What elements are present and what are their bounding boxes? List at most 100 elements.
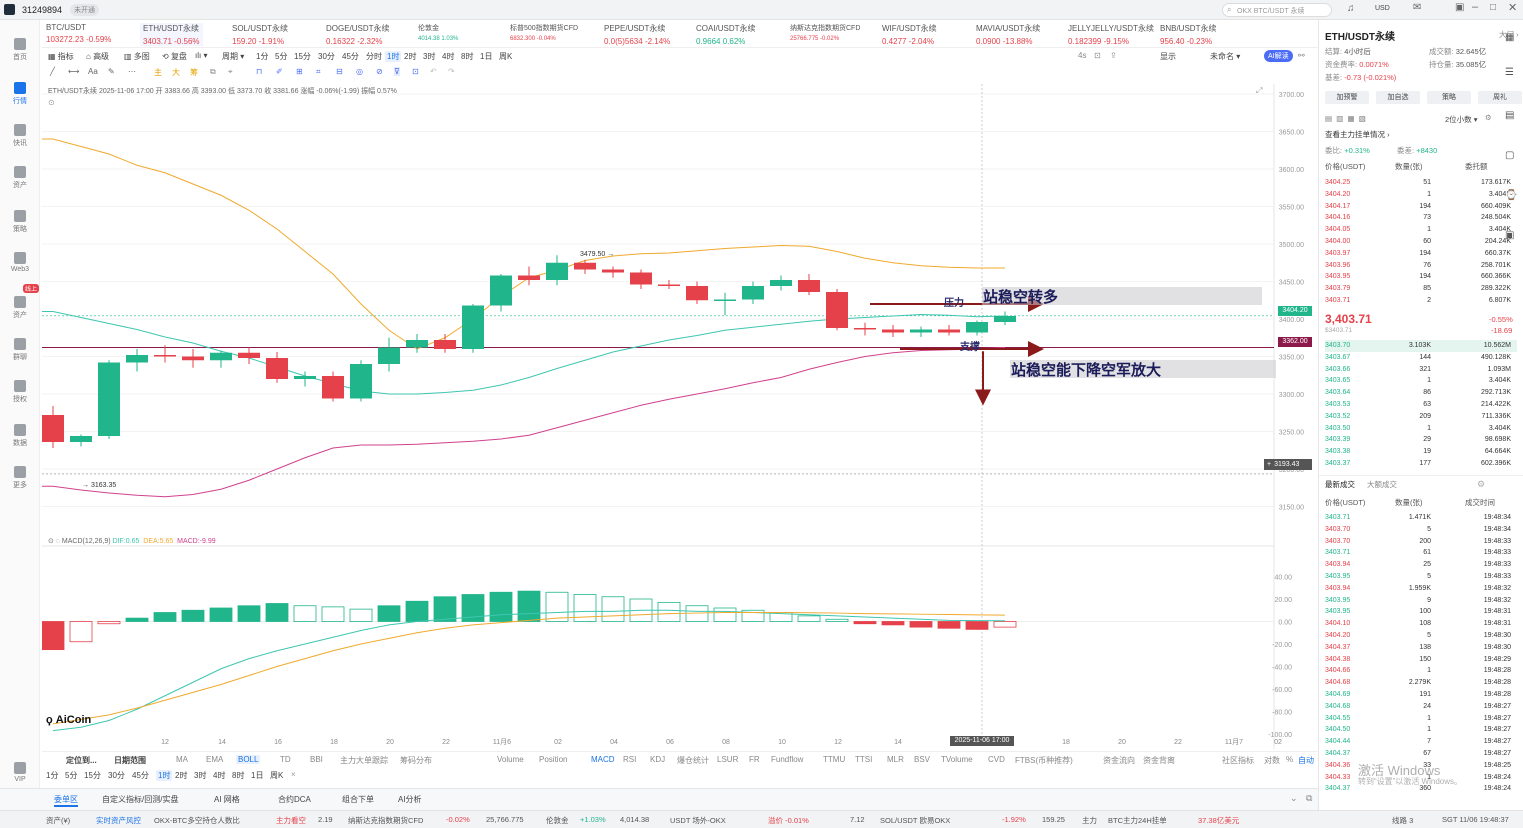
action-button-1[interactable]: 加自选 [1376,91,1420,104]
sub-indicator-4[interactable]: KDJ [650,755,666,764]
sub-indicator-3[interactable]: RSI [623,755,637,764]
ask-row[interactable]: 3404.25 51 173.617K [1325,177,1517,189]
indicator-button[interactable]: ▦ 指标 [48,52,74,61]
period-10[interactable]: 8时 [461,52,474,61]
ask-row[interactable]: 3403.95 194 660.366K [1325,271,1517,283]
book-view-icon[interactable]: ▤ ▥ ▦ ▧ [1325,114,1366,123]
expand-icon[interactable]: 大门 › [1499,30,1519,39]
nav-item-2[interactable]: 快讯 [0,124,40,148]
network-icon[interactable]: ⚯ [1298,51,1305,60]
bell-icon[interactable]: ♫ [1347,3,1355,14]
more-tools-icon[interactable]: ⋯ [128,67,136,76]
ticker-12[interactable]: BNB/USDT永续 956.40 -0.23% [1160,23,1216,46]
sub-indicator-17[interactable]: 资金背离 [1143,756,1175,765]
ask-row[interactable]: 3403.71 2 6.807K [1325,295,1517,307]
chart-svg[interactable]: 3700.00 3650.00 3600.00 3550.00 3500.00 3450.… [42,84,1312,749]
period-5[interactable]: 分时 [366,52,382,61]
bottom-period-7[interactable]: 3时 [194,771,207,780]
sub-indicator-7[interactable]: FR [749,755,760,764]
bottom-period-9[interactable]: 8时 [232,771,245,780]
popout-icon[interactable]: ⧉ [1306,793,1313,803]
trash-icon[interactable]: ⊡ [412,67,419,76]
replay-button[interactable]: ⟲ 复盘 [162,52,187,61]
nav-item-11[interactable]: VIP [0,762,40,783]
bid-row[interactable]: 3403.52 209 711.336K [1325,411,1517,423]
bid-row[interactable]: 3403.39 29 98.698K [1325,434,1517,446]
period-4[interactable]: 45分 [342,52,359,61]
order-tab-0[interactable]: 委单区 [54,794,78,807]
bid-row[interactable]: 3403.65 1 3.404K [1325,375,1517,387]
alarm-icon[interactable]: ⌚ [1505,190,1518,201]
eye-icon[interactable]: ◎ [356,67,363,76]
sub-indicator-16[interactable]: 资金流向 [1103,756,1135,765]
minimize-icon[interactable]: – [1472,1,1479,13]
nav-item-3[interactable]: 资产 [0,166,40,190]
log-scale-button[interactable]: 对数 [1264,756,1280,765]
ticker-7[interactable]: COAI/USDT永续 0.9664 0.62% [696,23,756,46]
redo-icon[interactable]: ↷ [448,67,455,76]
chat-icon[interactable]: ▢ [1505,150,1515,161]
undo-icon[interactable]: ↶ [430,67,437,76]
bottom-period-0[interactable]: 1分 [46,771,59,780]
period-9[interactable]: 4时 [442,52,455,61]
display-button[interactable]: 显示 [1160,52,1176,61]
ob-header-2[interactable]: 委托额 [1465,162,1488,171]
link-icon[interactable]: ⊘ [376,67,383,76]
main-indicator-4[interactable]: BBI [310,755,323,764]
ask-row[interactable]: 3404.00 60 204.24K [1325,236,1517,248]
nav-item-5[interactable]: Web3 [0,252,40,273]
bid-row[interactable]: 3403.66 321 1.093M [1325,364,1517,376]
chart-type-button[interactable]: ılı ▾ [195,51,208,60]
main-indicator-1[interactable]: EMA [206,755,224,764]
main-force-icon[interactable]: 主 [154,68,162,77]
advanced-button[interactable]: ⌂ 高级 [86,52,110,61]
trades-tab-0[interactable]: 最新成交 [1325,480,1355,489]
account-status[interactable]: 未开通 [70,4,99,16]
search-input[interactable]: ⌕ OKX BTC/USDT 永续 [1222,3,1332,17]
bottom-period-2[interactable]: 15分 [84,771,101,780]
ask-row[interactable]: 3404.17 194 660.409K [1325,201,1517,213]
ask-row[interactable]: 3403.97 194 660.37K [1325,248,1517,260]
status-item-1[interactable]: 实时资产风控 [96,816,141,825]
bid-row[interactable]: 3403.67 144 490.128K [1325,352,1517,364]
nav-item-6[interactable]: 资产 [0,296,40,320]
ask-row[interactable]: 3404.05 1 3.404K [1325,224,1517,236]
nav-item-8[interactable]: 授权 [0,380,40,404]
ticker-5[interactable]: 标普500指数期货CFD 6832.300 -0.04% [510,23,578,42]
chart-area[interactable]: 3700.00 3650.00 3600.00 3550.00 3500.00 3450.… [42,84,1312,749]
sub-indicator-13[interactable]: TVolume [941,755,973,764]
depth-select[interactable]: 2位小数 ▾ [1445,115,1478,124]
sub-indicator-0[interactable]: Volume [497,755,524,764]
sub-indicator-6[interactable]: LSUR [717,755,739,764]
period-2[interactable]: 15分 [294,52,311,61]
collapse-panel-icon[interactable]: ⌄ [1290,793,1298,803]
measure-icon[interactable]: ⌖ [228,67,233,76]
sub-indicator-12[interactable]: BSV [914,755,931,764]
ticker-10[interactable]: MAVIA/USDT永续 0.0900 -13.88% [976,23,1040,46]
ticker-3[interactable]: DOGE/USDT永续 0.16322 -2.32% [326,23,390,46]
bottom-period-1[interactable]: 5分 [65,771,78,780]
nav-item-4[interactable]: 策略 [0,210,40,234]
period-8[interactable]: 3时 [423,52,436,61]
sub-indicator-11[interactable]: MLR [887,755,904,764]
trades-header-1[interactable]: 数量(张) [1395,498,1423,507]
fullscreen-icon[interactable]: ⤢ [1256,86,1263,95]
ticker-8[interactable]: 纳斯达克指数期货CFD 25766.775 -0.02% [790,23,860,42]
bid-row[interactable]: 3403.37 177 602.396K [1325,458,1517,470]
ticker-2[interactable]: SOL/USDT永续 159.20 -1.91% [232,23,288,46]
close-periods-icon[interactable]: × [291,770,296,779]
date-range-button[interactable]: 日期范围 [114,756,146,765]
collapse-icon[interactable]: ⊙ [48,98,55,107]
bid-row[interactable]: 3403.64 86 292.713K [1325,387,1517,399]
trades-settings-icon[interactable]: ⚙ [1477,479,1486,489]
bottom-period-5[interactable]: 1时 [156,770,173,781]
mail-icon[interactable]: ✉ [1413,2,1422,13]
percent-button[interactable]: % [1286,755,1294,764]
sub-indicator-2[interactable]: MACD [591,755,615,764]
ob-header-1[interactable]: 数量(张) [1395,162,1423,171]
currency-select[interactable]: USD [1375,5,1390,12]
large-order-icon[interactable]: 大 [172,68,180,77]
period-3[interactable]: 30分 [318,52,335,61]
brush-tool-icon[interactable]: ✎ [108,67,115,76]
action-button-3[interactable]: 周礼 [1478,91,1522,104]
